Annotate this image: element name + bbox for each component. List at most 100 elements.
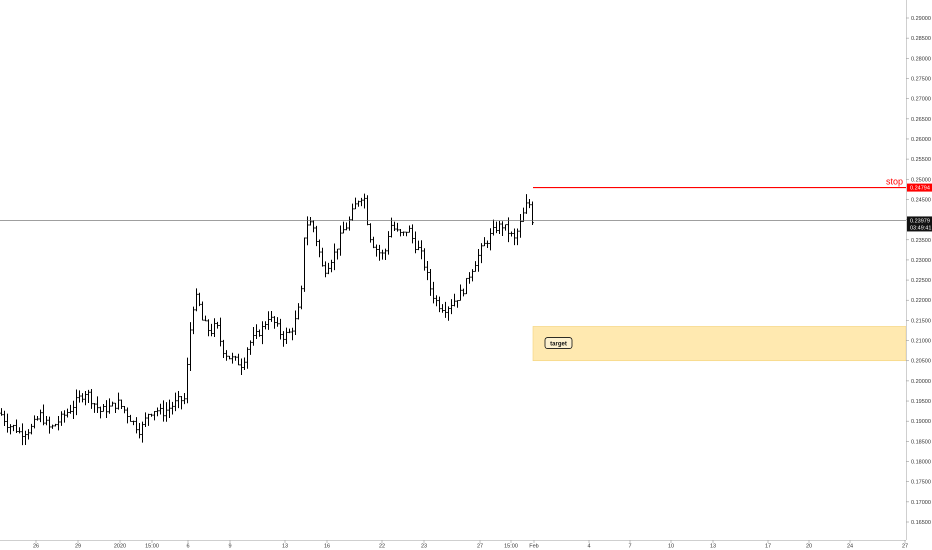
ohlc-bar bbox=[78, 390, 81, 403]
ohlc-bar bbox=[480, 243, 483, 264]
price-axis[interactable]: 0.16500 0.17000 0.17500 0.18000 0.18500 0.190… bbox=[906, 16, 931, 526]
ohlc-bar bbox=[195, 288, 198, 312]
last-price-badge bbox=[907, 216, 932, 232]
ohlc-bars bbox=[0, 193, 534, 446]
ohlc-bar bbox=[399, 228, 402, 237]
countdown-text: 03:49:41 bbox=[910, 225, 931, 231]
ohlc-bar bbox=[252, 326, 255, 346]
ohlc-bar bbox=[360, 197, 363, 207]
ohlc-bar bbox=[522, 207, 525, 222]
price-tick-label: 0.23000 bbox=[911, 258, 931, 264]
ohlc-bar bbox=[240, 358, 243, 376]
time-tick-label: Feb bbox=[529, 544, 538, 550]
time-axis[interactable]: 26 29 2020 15:00 6 9 13 16 22 23 27 15:00 Feb 4 7 10 13 1… bbox=[33, 540, 908, 550]
ohlc-bar bbox=[468, 272, 471, 284]
price-tick-label: 0.22500 bbox=[911, 278, 931, 284]
ohlc-bar bbox=[0, 408, 3, 416]
ohlc-bar bbox=[63, 410, 66, 423]
price-tick-label: 0.19500 bbox=[911, 399, 931, 405]
target-zone[interactable]: target bbox=[532, 326, 907, 362]
ohlc-bar bbox=[345, 222, 348, 231]
ohlc-bar bbox=[108, 398, 111, 414]
ohlc-bar bbox=[180, 396, 183, 410]
last-price-text: 0.23979 bbox=[910, 218, 930, 224]
ohlc-bar bbox=[186, 357, 189, 404]
ohlc-bar bbox=[495, 221, 498, 234]
ohlc-bar bbox=[285, 327, 288, 345]
price-tick-label: 0.28000 bbox=[911, 56, 931, 62]
ohlc-bar bbox=[390, 217, 393, 238]
ohlc-bar bbox=[144, 412, 147, 428]
time-tick-label: 29 bbox=[75, 544, 81, 550]
ohlc-bar bbox=[6, 413, 9, 433]
ohlc-bar bbox=[147, 413, 150, 426]
price-tick-label: 0.24500 bbox=[911, 197, 931, 203]
ohlc-bar bbox=[99, 406, 102, 419]
ohlc-bar bbox=[222, 339, 225, 358]
ohlc-bar bbox=[261, 321, 264, 345]
ohlc-bar bbox=[279, 318, 282, 340]
ohlc-bar bbox=[309, 217, 312, 226]
ohlc-bar bbox=[435, 295, 438, 307]
ohlc-bar bbox=[411, 224, 414, 244]
ohlc-bar bbox=[57, 415, 60, 431]
ohlc-bar bbox=[456, 300, 459, 308]
ohlc-bar bbox=[354, 197, 357, 210]
ohlc-bar bbox=[273, 316, 276, 329]
time-tick-label: 15:00 bbox=[504, 544, 518, 550]
ohlc-bar bbox=[288, 328, 291, 334]
ohlc-bar bbox=[303, 237, 306, 292]
ohlc-bar bbox=[255, 324, 258, 340]
target-zone-rect[interactable] bbox=[532, 326, 907, 362]
ohlc-bar bbox=[216, 321, 219, 329]
ohlc-bar bbox=[450, 299, 453, 315]
target-label: target bbox=[550, 342, 567, 348]
ohlc-bar bbox=[504, 224, 507, 231]
ohlc-bar bbox=[15, 419, 18, 434]
time-tick-label: 13 bbox=[282, 544, 288, 550]
ohlc-bar bbox=[351, 203, 354, 222]
ohlc-bar bbox=[267, 311, 270, 330]
ohlc-bar bbox=[138, 422, 141, 439]
ohlc-bar bbox=[396, 222, 399, 232]
ohlc-bar bbox=[111, 401, 114, 407]
ohlc-bar bbox=[414, 231, 417, 254]
ohlc-bar bbox=[270, 310, 273, 322]
ohlc-bar bbox=[459, 284, 462, 301]
time-tick-label: 24 bbox=[847, 544, 853, 550]
ohlc-bar bbox=[408, 225, 411, 233]
price-tick-label: 0.17500 bbox=[911, 480, 931, 486]
ohlc-bar bbox=[324, 261, 327, 278]
ohlc-bar bbox=[207, 319, 210, 337]
ohlc-bar bbox=[120, 399, 123, 410]
price-tick-label: 0.26000 bbox=[911, 137, 931, 143]
ohlc-bar bbox=[126, 407, 129, 424]
ohlc-bar bbox=[36, 416, 39, 421]
ohlc-bar bbox=[348, 216, 351, 231]
price-tick-label: 0.29000 bbox=[911, 16, 931, 22]
ohlc-bar bbox=[30, 423, 33, 435]
ohlc-bar bbox=[525, 194, 528, 214]
time-tick-label: 10 bbox=[668, 544, 674, 550]
ohlc-bar bbox=[306, 216, 309, 246]
ohlc-bar bbox=[198, 292, 201, 307]
ohlc-bar bbox=[189, 322, 192, 371]
ohlc-bar bbox=[357, 200, 360, 207]
ohlc-bar bbox=[246, 347, 249, 369]
target-label-box[interactable] bbox=[544, 337, 573, 349]
ohlc-bar bbox=[405, 231, 408, 237]
ohlc-bar bbox=[60, 411, 63, 426]
time-tick-label: 20 bbox=[806, 544, 812, 550]
price-tick-label: 0.17000 bbox=[911, 500, 931, 506]
ohlc-bar bbox=[141, 421, 144, 443]
ohlc-bar bbox=[12, 424, 15, 432]
price-tick-label: 0.25500 bbox=[911, 157, 931, 163]
ohlc-bar bbox=[243, 357, 246, 370]
ohlc-bar bbox=[528, 199, 531, 209]
ohlc-bar bbox=[51, 424, 54, 429]
horizontal-lines: stop bbox=[0, 177, 906, 221]
ohlc-bar bbox=[234, 355, 237, 361]
ohlc-bar bbox=[342, 221, 345, 234]
ohlc-bar bbox=[117, 392, 120, 410]
